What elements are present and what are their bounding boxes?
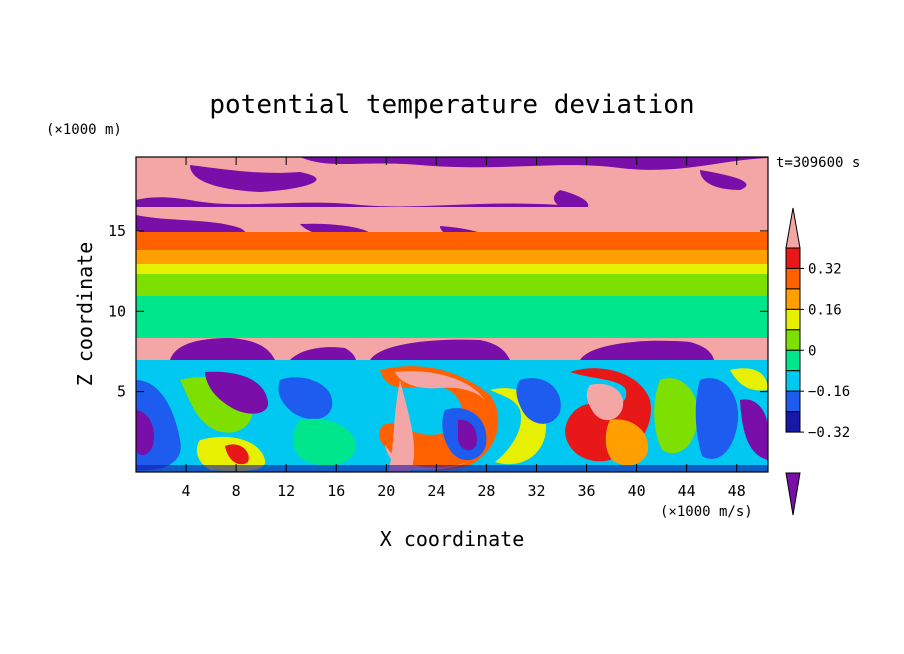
colorbar-label: 0 bbox=[808, 343, 816, 359]
x-tick-label: 4 bbox=[182, 482, 191, 500]
eddy-purple-2 bbox=[205, 371, 269, 414]
y-axis-label: Z coordinate bbox=[73, 242, 97, 387]
x-tick-label: 48 bbox=[728, 482, 746, 500]
layer-green-lower bbox=[136, 320, 768, 340]
x-axis-label: X coordinate bbox=[380, 527, 525, 551]
x-tick-label: 16 bbox=[327, 482, 345, 500]
y-tick-label: 5 bbox=[117, 383, 126, 401]
x-tick-label: 8 bbox=[232, 482, 241, 500]
plot-frame bbox=[135, 156, 769, 473]
eddy-green-3 bbox=[654, 378, 699, 454]
layer-yellow bbox=[136, 264, 768, 274]
x-tick-label: 20 bbox=[377, 482, 395, 500]
x-tick-label: 24 bbox=[427, 482, 445, 500]
eddy-blue-2 bbox=[278, 377, 333, 420]
time-label: t=309600 s bbox=[776, 155, 860, 171]
colorbar-box bbox=[785, 247, 801, 269]
y-tick-label: 15 bbox=[108, 222, 126, 240]
y-axis-ticks: 5 10 15 bbox=[108, 222, 768, 401]
x-tick-label: 36 bbox=[578, 482, 596, 500]
eddy-blue-6 bbox=[136, 465, 768, 472]
colorbar-label: 0.32 bbox=[808, 261, 842, 277]
purple-bumps bbox=[170, 338, 714, 360]
eddy-yellow-3 bbox=[730, 368, 768, 391]
eddy-pink-3 bbox=[586, 383, 624, 421]
colorbar-box bbox=[785, 411, 801, 433]
colorbar-box bbox=[785, 308, 801, 331]
x-tick-label: 32 bbox=[527, 482, 545, 500]
colorbar-box bbox=[785, 370, 801, 392]
colorbar-label: 0.16 bbox=[808, 302, 842, 318]
colorbar-box bbox=[785, 390, 801, 413]
x-axis-ticks: 4 8 12 16 20 24 28 32 36 40 44 48 bbox=[182, 157, 746, 500]
colorbar-box bbox=[785, 288, 801, 310]
y-tick-label: 10 bbox=[108, 302, 126, 320]
eddy-green-2 bbox=[293, 418, 356, 466]
colorbar-box bbox=[785, 329, 801, 351]
x-tick-label: 40 bbox=[628, 482, 646, 500]
colorbar-extend-top bbox=[785, 207, 801, 249]
eddy-blue-4 bbox=[516, 378, 561, 424]
heatmap-field bbox=[136, 157, 768, 472]
layer-green-upper bbox=[136, 274, 768, 296]
colorbar: −0.32 −0.16 0 0.16 0.32 bbox=[785, 207, 850, 516]
eddy-purple-1 bbox=[136, 410, 155, 455]
y-unit-label: (×1000 m) bbox=[46, 122, 122, 138]
eddy-red-1 bbox=[225, 444, 249, 465]
colorbar-box bbox=[785, 267, 801, 290]
colorbar-label: −0.16 bbox=[808, 384, 850, 400]
x-tick-label: 44 bbox=[678, 482, 696, 500]
colorbar-extend-bottom bbox=[785, 472, 801, 516]
eddy-pink-2 bbox=[388, 380, 415, 472]
chart-title: potential temperature deviation bbox=[209, 90, 694, 120]
x-tick-label: 28 bbox=[477, 482, 495, 500]
eddy-purple-3 bbox=[458, 419, 478, 451]
colorbar-label: −0.32 bbox=[808, 425, 850, 441]
layer-yellow-orange bbox=[136, 250, 768, 264]
colorbar-box bbox=[785, 349, 801, 372]
eddy-orange-1 bbox=[605, 419, 649, 466]
eddy-blue-5 bbox=[695, 378, 739, 459]
x-unit-label: (×1000 m/s) bbox=[660, 504, 753, 520]
eddy-purple-4 bbox=[740, 399, 768, 460]
x-tick-label: 12 bbox=[277, 482, 295, 500]
layer-red-noise bbox=[136, 232, 768, 250]
